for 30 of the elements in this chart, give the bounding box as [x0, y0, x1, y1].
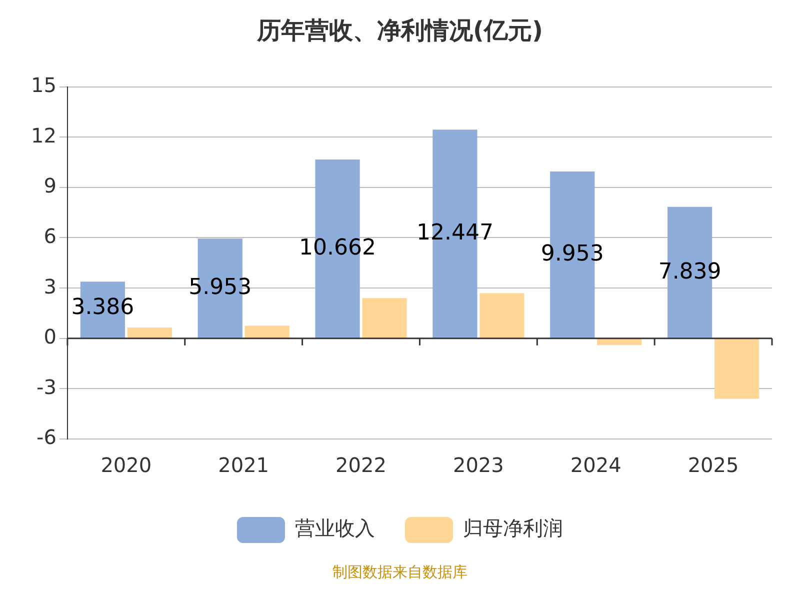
x-tick-label: 2025 — [688, 453, 739, 478]
x-tick-label: 2021 — [218, 453, 270, 478]
bar — [127, 327, 172, 338]
bar — [244, 326, 290, 338]
y-tick-label: 0 — [44, 324, 56, 349]
y-tick-label: 3 — [44, 274, 56, 298]
x-tick-label: 2023 — [452, 453, 504, 478]
y-tick-label: 9 — [44, 174, 56, 198]
x-tick-label: 2020 — [100, 453, 152, 478]
y-tick-label: -3 — [36, 374, 56, 399]
data-label: 7.839 — [658, 259, 722, 284]
y-tick-label: 6 — [44, 224, 56, 248]
y-tick-label: 12 — [30, 123, 56, 148]
bar — [480, 293, 524, 338]
bar — [714, 338, 760, 399]
x-tick-label: 2024 — [570, 453, 622, 478]
legend-label: 归母净利润 — [463, 516, 563, 540]
bar — [362, 298, 407, 338]
data-label: 3.386 — [71, 295, 134, 320]
data-label: 12.447 — [416, 220, 494, 246]
bar — [597, 338, 642, 346]
data-label: 5.953 — [188, 275, 252, 300]
data-label: 9.953 — [540, 242, 604, 267]
x-tick-label: 2022 — [336, 453, 386, 478]
legend-label: 营业收入 — [295, 516, 375, 540]
text: 制图数据来自数据库 — [332, 563, 468, 582]
y-tick-label: -6 — [36, 425, 56, 450]
chart-title: 历年营收、净利情况(亿元) — [256, 16, 543, 45]
data-label: 10.662 — [299, 236, 376, 261]
y-tick-label: 15 — [30, 73, 56, 98]
